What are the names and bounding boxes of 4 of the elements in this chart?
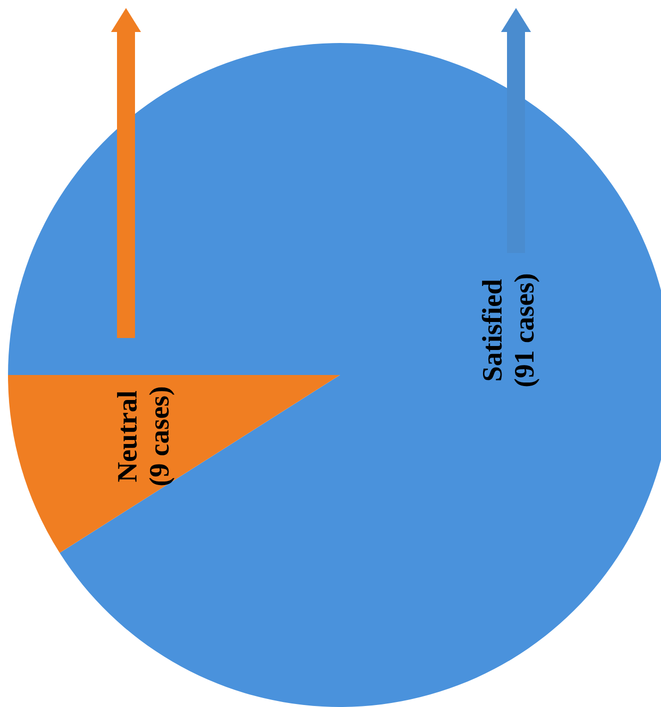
data-label: (91 cases) [510, 273, 541, 388]
data-label: (9 cases) [144, 386, 176, 487]
slice-label: Neutral [112, 390, 144, 482]
slice-label: Satisfied [478, 278, 509, 382]
